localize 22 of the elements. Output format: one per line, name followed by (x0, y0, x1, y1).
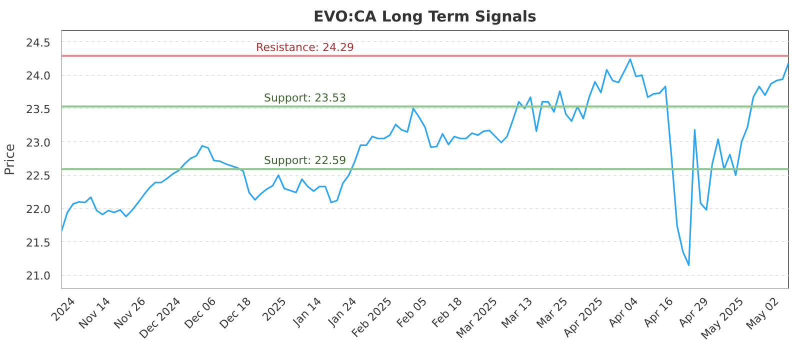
ref-line-label: Support: 22.59 (264, 154, 346, 168)
y-tick-label: 24.5 (26, 36, 51, 50)
chart-title: EVO:CA Long Term Signals (314, 8, 537, 26)
x-tick-label: Nov 14 (76, 294, 113, 332)
x-tick-label: Apr 04 (606, 294, 641, 330)
y-tick-label: 23.0 (26, 136, 51, 150)
x-tick-label: Dec 06 (182, 294, 219, 332)
x-tick-label: Apr 16 (640, 294, 676, 330)
x-tick-label: Mar 13 (498, 294, 536, 332)
x-tick-label: Jan 14 (290, 294, 324, 330)
y-tick-label: 21.0 (26, 270, 51, 283)
y-tick-label: 21.5 (26, 236, 51, 250)
line-series (62, 58, 788, 266)
x-tick-label: Feb 05 (394, 294, 430, 330)
y-tick-label: 22.5 (26, 170, 51, 183)
y-tick-label: 23.5 (26, 103, 51, 116)
y-tick-label: 22.0 (26, 203, 51, 216)
y-axis-title: Price (3, 144, 18, 176)
ref-line-label: Resistance: 24.29 (256, 40, 354, 54)
x-tick-label: Dec 18 (217, 294, 254, 332)
ref-line-label: Support: 23.53 (264, 92, 346, 104)
y-tick-label: 24.0 (26, 70, 51, 83)
